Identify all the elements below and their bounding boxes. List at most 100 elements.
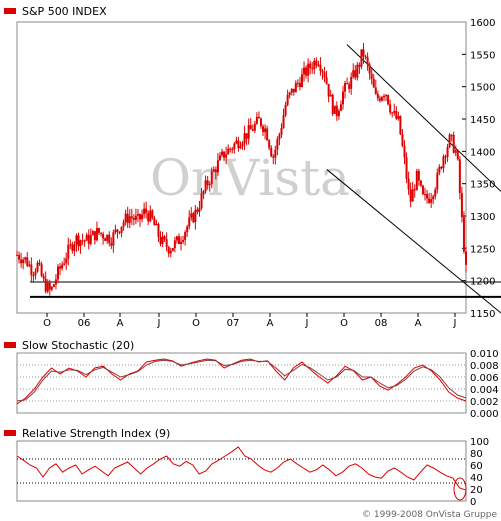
x-tick-label: A <box>267 318 274 329</box>
candle-body <box>378 98 381 101</box>
candle-body <box>327 83 330 97</box>
candle-body <box>411 189 414 202</box>
candle-body <box>270 147 273 157</box>
candle-body <box>358 64 361 67</box>
candle-body <box>298 83 301 87</box>
candle-body <box>249 125 252 130</box>
candle-body <box>436 172 439 190</box>
candle-body <box>30 264 33 276</box>
candle-body <box>155 223 158 226</box>
stochastic-y-tick-label: 0.004 <box>470 385 499 396</box>
candle-body <box>262 126 265 133</box>
candle-body <box>182 239 185 242</box>
candle-body <box>143 208 146 215</box>
candle-body <box>175 236 178 241</box>
candle-body <box>71 244 74 251</box>
candle-body <box>221 151 224 156</box>
candle-body <box>374 87 377 94</box>
candle-body <box>139 214 142 220</box>
candle-body <box>50 286 53 290</box>
y-tick-label: 1250 <box>470 244 495 255</box>
y-tick-label: 1500 <box>470 83 495 94</box>
candle-body <box>444 156 447 158</box>
candle-body <box>268 140 271 148</box>
x-tick-label: O <box>43 318 51 329</box>
candle-body <box>77 235 80 247</box>
candle-body <box>440 166 443 169</box>
x-tick-label: 08 <box>375 318 388 329</box>
candle-body <box>251 129 254 131</box>
candle-body <box>159 236 162 244</box>
oversold-circle <box>453 477 467 501</box>
candle-body <box>346 83 349 85</box>
candle-body <box>192 213 195 223</box>
candle-body <box>307 63 310 76</box>
candle-body <box>198 208 201 212</box>
candle-body <box>231 148 234 150</box>
candle-body <box>87 234 90 244</box>
y-tick-label: 1150 <box>470 309 495 320</box>
candle-body <box>276 139 279 150</box>
rsi-frame <box>16 440 467 502</box>
candle-body <box>368 64 371 74</box>
stochastic-line-1 <box>16 358 467 405</box>
candle-body <box>93 231 96 241</box>
candle-body <box>292 88 295 93</box>
candle-body <box>177 236 180 244</box>
candle-body <box>65 258 68 264</box>
candle-body <box>333 105 336 114</box>
candle-body <box>83 240 86 242</box>
candle-body <box>22 259 25 264</box>
candle-body <box>67 244 70 259</box>
x-tick-label: J <box>305 318 309 329</box>
candle-body <box>282 115 285 128</box>
candle-body <box>128 216 131 223</box>
candle-body <box>200 193 203 209</box>
candle-body <box>40 264 43 277</box>
candle-body <box>237 140 240 149</box>
candle-body <box>57 266 60 280</box>
candle-body <box>208 184 211 186</box>
candle-body <box>223 151 226 158</box>
candle-body <box>132 218 135 220</box>
y-tick-label: 1350 <box>470 180 495 191</box>
main-chart-legend: S&P 500 INDEX <box>4 4 107 18</box>
candle-body <box>430 199 433 203</box>
candle-body <box>362 49 365 57</box>
candle-body <box>114 229 117 233</box>
candle-body <box>126 213 129 223</box>
candle-body <box>329 94 332 97</box>
series-swatch <box>4 342 16 348</box>
candle-body <box>245 133 248 139</box>
x-tick-label: J <box>157 318 161 329</box>
candle-body <box>462 217 465 252</box>
candle-body <box>32 275 35 277</box>
y-tick-label: 1300 <box>470 212 495 223</box>
candle-body <box>309 63 312 69</box>
candle-body <box>391 112 394 114</box>
candle-body <box>149 210 152 222</box>
candle-body <box>259 118 262 127</box>
candle-body <box>134 215 137 220</box>
stochastic-y-tick-label: 0.006 <box>470 373 499 384</box>
candle-body <box>354 70 357 78</box>
candle-body <box>423 194 426 196</box>
x-tick-label: 07 <box>227 318 240 329</box>
candle-body <box>405 157 408 179</box>
candle-body <box>91 231 94 236</box>
candle-body <box>54 279 57 285</box>
candle-body <box>446 147 449 157</box>
candle-body <box>454 150 457 153</box>
stochastic-y-tick-label: 0.002 <box>470 397 499 408</box>
x-tick-label: 06 <box>78 318 91 329</box>
candle-body <box>409 189 412 202</box>
rsi-legend: Relative Strength Index (9) <box>4 426 170 440</box>
candle-body <box>171 248 174 251</box>
candle-body <box>98 228 101 233</box>
y-tick-label: 1600 <box>470 18 495 29</box>
candle-body <box>79 240 82 247</box>
x-tick-label: J <box>453 318 457 329</box>
x-tick-label: O <box>340 318 348 329</box>
candle-body <box>458 159 461 194</box>
